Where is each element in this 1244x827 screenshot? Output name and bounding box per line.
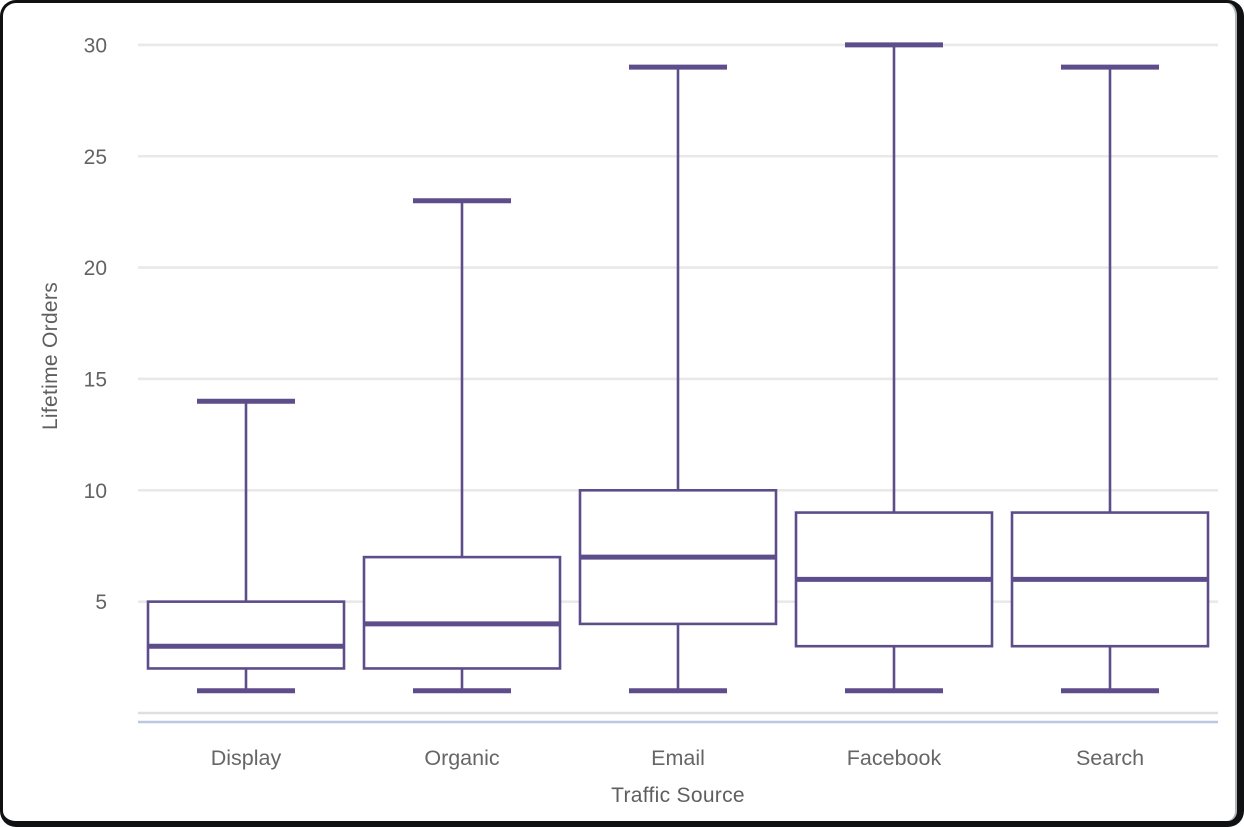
y-tick-label-15: 15 — [84, 368, 107, 391]
x-category-label-facebook: Facebook — [847, 746, 942, 770]
y-tick-label-25: 25 — [84, 146, 107, 169]
boxplot-search[interactable] — [1010, 64, 1210, 694]
x-category-label-display: Display — [211, 746, 282, 770]
iqr-box — [146, 600, 346, 670]
boxplot-facebook[interactable] — [794, 42, 994, 694]
x-category-label-search: Search — [1076, 746, 1144, 770]
boxplot-organic[interactable] — [362, 198, 562, 694]
boxplot-email[interactable] — [578, 64, 778, 694]
y-tick-label-30: 30 — [84, 34, 107, 57]
y-tick-label-5: 5 — [95, 591, 107, 614]
x-category-label-organic: Organic — [424, 746, 500, 770]
y-tick-label-20: 20 — [84, 257, 107, 280]
y-tick-label-10: 10 — [84, 480, 107, 503]
iqr-box — [362, 555, 562, 670]
boxplot-display[interactable] — [146, 398, 346, 694]
x-category-label-email: Email — [651, 746, 705, 770]
